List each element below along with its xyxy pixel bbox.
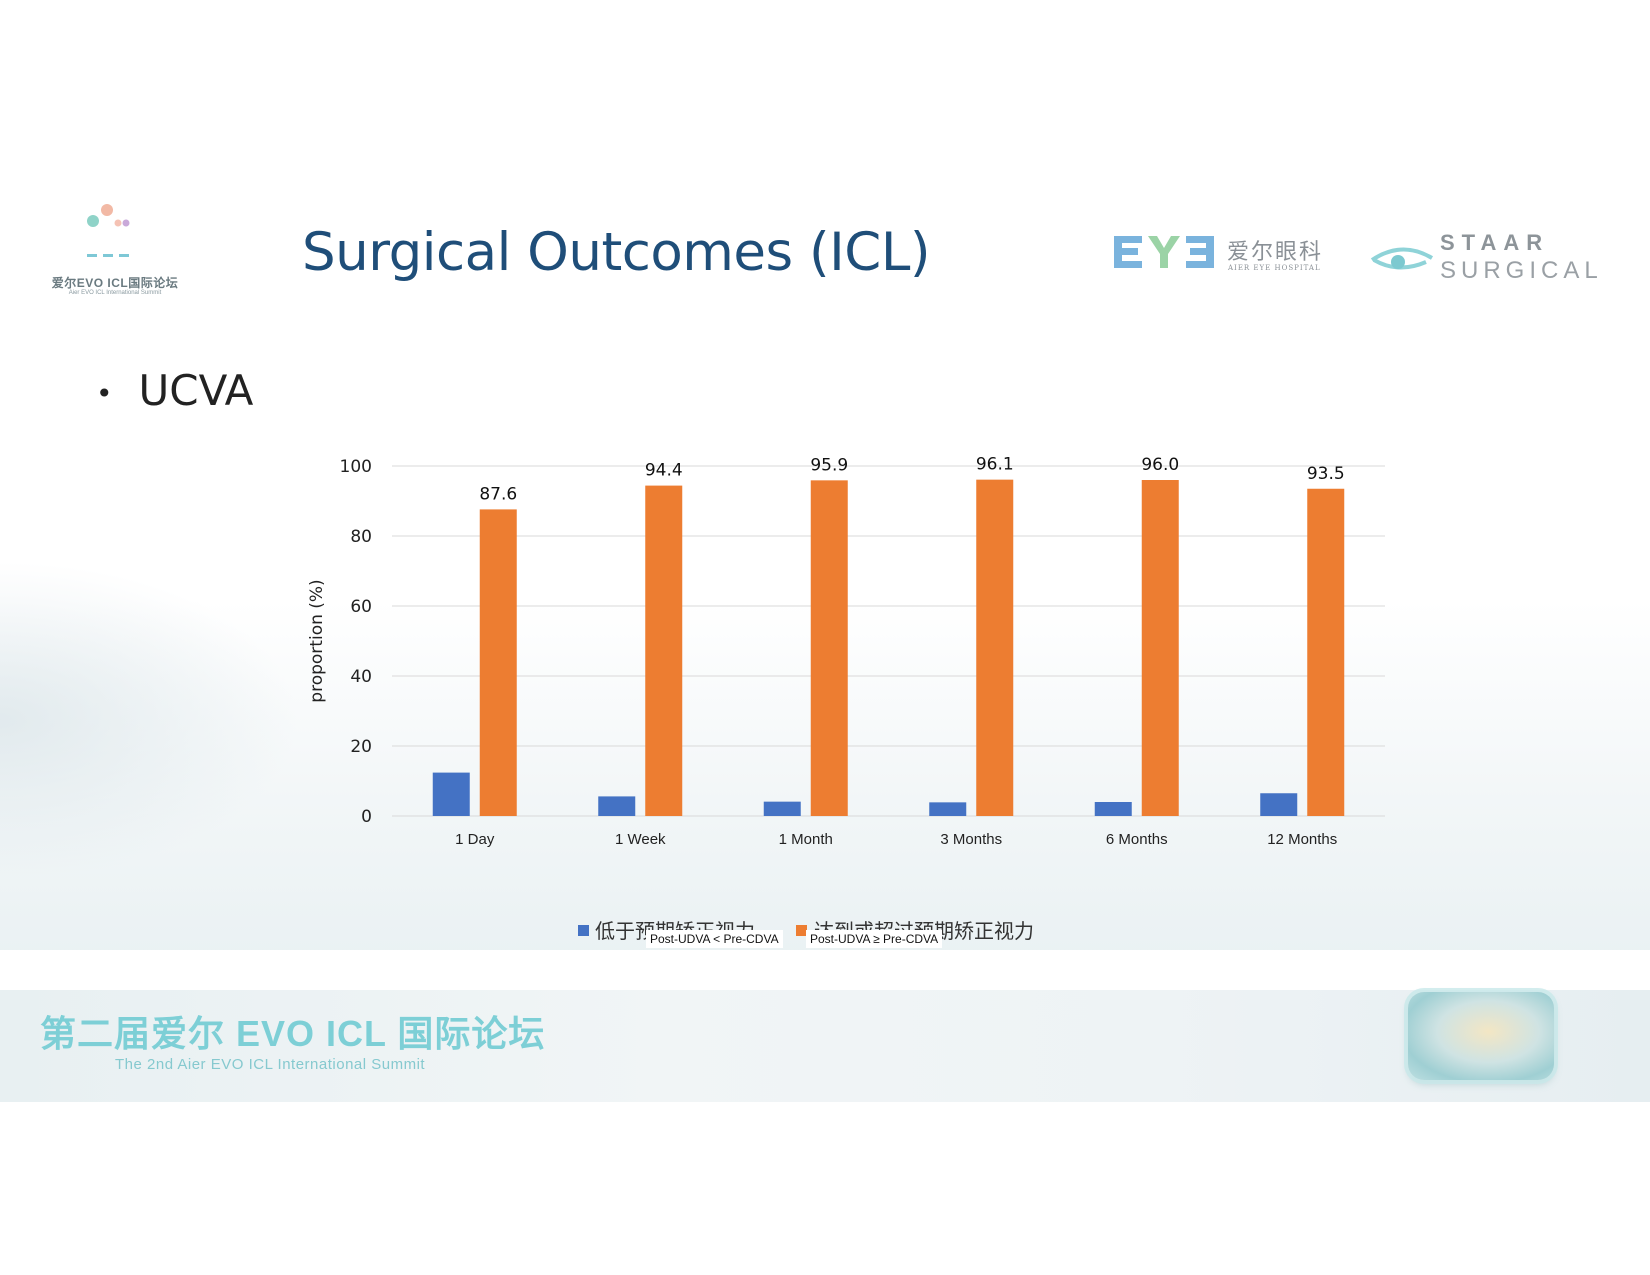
summit-logo: 爱尔EVO ICL国际论坛 Aier EVO ICL International… [40,196,190,296]
bar-above [1141,480,1179,816]
bar-above [810,480,848,816]
x-tick-label: 3 Months [940,831,1002,848]
legend-label-above-en: Post-UDVA ≥ Pre-CDVA [806,930,943,948]
x-tick-label: 1 Month [779,831,833,848]
staar-logo-line2: SURGICAL [1440,257,1603,284]
footer-banner: 第二届爱尔 EVO ICL 国际论坛 The 2nd Aier EVO ICL … [0,990,1650,1102]
aier-eye-logo: 爱尔眼科 AIER EYE HOSPITAL [1112,232,1332,280]
bar-below [598,796,636,816]
footer-lens-image [1408,992,1554,1080]
eye-logo-cn: 爱尔眼科 [1227,240,1324,265]
footer-title-cn: 第二届爱尔 EVO ICL 国际论坛 [40,1013,546,1054]
y-tick-label: 0 [361,807,372,827]
legend-swatch-below [578,925,589,936]
y-tick-label: 80 [350,527,372,547]
bar-below [929,802,967,816]
slide-title: Surgical Outcomes (ICL) [302,222,931,283]
y-tick-label: 20 [350,737,372,757]
background-shade [0,560,300,880]
y-tick-label: 60 [350,597,372,617]
x-tick-label: 12 Months [1267,831,1337,848]
bar-above [1307,488,1345,816]
bar-above [479,509,517,816]
x-tick-label: 1 Week [615,831,666,848]
summit-logo-bars-icon [87,254,129,257]
bar-below [1094,802,1132,816]
staar-eye-icon [1370,247,1434,270]
bar-above [645,485,683,816]
x-tick-label: 1 Day [455,831,495,848]
bullet-item: • UCVA [96,366,253,415]
data-label: 93.5 [1307,464,1345,484]
data-label: 96.0 [1141,455,1179,475]
bullet-dot-icon: • [96,377,113,410]
y-tick-label: 100 [340,457,372,477]
summit-logo-cn: 爱尔EVO ICL国际论坛 [51,276,179,290]
bar-above [976,479,1014,816]
chart-legend: 低于预期矫正视力 Post-UDVA < Pre-CDVA 达到或超过预期矫正视… [578,913,1078,949]
ucva-bar-chart: 0 20 40 60 80 100 proportion (%) 87.6 1 Day 94.4 1… [307,455,1385,848]
eye-logo-en: AIER EYE HOSPITAL [1228,264,1321,272]
bar-below [432,772,470,816]
bullet-text: UCVA [138,366,254,415]
eye-logo-mark-icon [1114,236,1214,268]
x-tick-label: 6 Months [1106,831,1168,848]
footer-title-en: The 2nd Aier EVO ICL International Summi… [115,1056,426,1073]
staar-surgical-logo: STAAR SURGICAL [1368,230,1608,290]
legend-label-below-en: Post-UDVA < Pre-CDVA [646,930,783,948]
y-tick-label: 40 [350,667,372,687]
summit-logo-en: Aier EVO ICL International Summit [68,290,162,296]
data-label: 94.4 [645,461,683,481]
legend-swatch-above [796,925,807,936]
data-label: 96.1 [976,455,1014,475]
summit-logo-dots-icon [87,204,130,227]
data-label: 87.6 [479,484,517,504]
bar-below [1260,793,1298,816]
bar-below [763,801,801,816]
staar-logo-line1: STAAR [1440,230,1550,255]
data-label: 95.9 [810,455,848,475]
y-axis-label: proportion (%) [307,579,327,702]
